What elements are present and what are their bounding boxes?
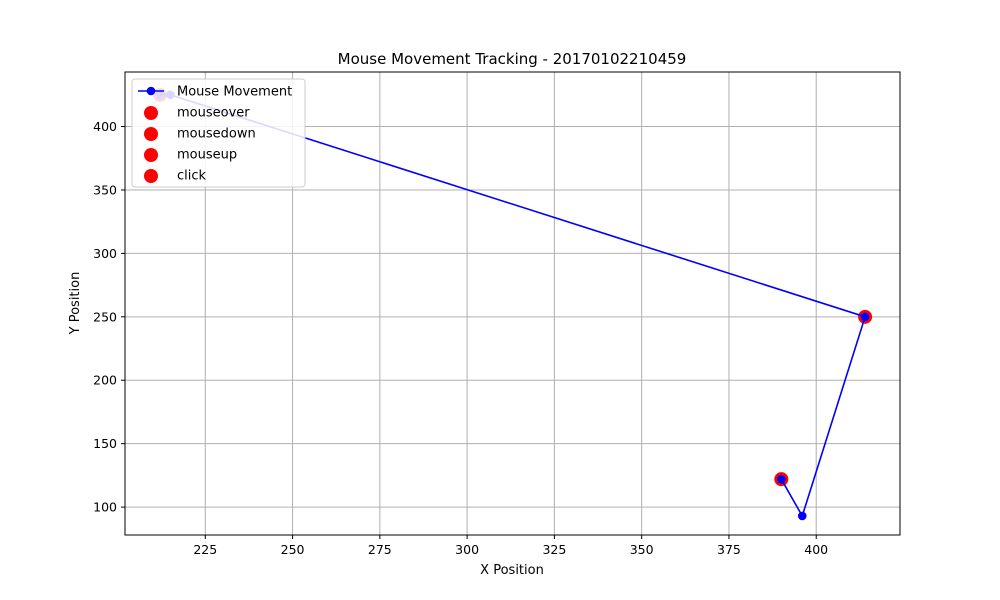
chart-title: Mouse Movement Tracking - 20170102210459: [338, 50, 687, 68]
legend-point-swatch: [146, 86, 156, 96]
mouse-movement-point: [860, 312, 870, 322]
y-tick-label: 400: [93, 119, 117, 134]
y-tick-label: 100: [93, 500, 117, 515]
legend-label-mouseup: mouseup: [177, 148, 237, 163]
x-tick-label: 400: [804, 542, 828, 557]
mouse-movement-point: [777, 474, 786, 484]
legend: Mouse Movement mouseover mousedown mouseup c…: [131, 78, 306, 188]
mouse-movement-point: [797, 511, 807, 521]
x-axis-label: X Position: [480, 563, 544, 578]
x-tick-label: 300: [455, 542, 479, 557]
legend-label-click: click: [177, 169, 207, 184]
x-tick-label: 375: [717, 542, 741, 557]
y-tick-label: 300: [93, 246, 117, 261]
legend-label-mousedown: mousedown: [177, 127, 256, 142]
y-axis-label: Y Position: [68, 272, 83, 336]
x-tick-label: 250: [281, 542, 305, 557]
legend-marker-swatch: [144, 148, 158, 162]
y-tick-label: 150: [93, 436, 117, 451]
y-tick-label: 200: [93, 373, 117, 388]
x-tick-label: 350: [630, 542, 654, 557]
x-axis-ticks: 225 250 275 300 325 350 375 400: [193, 535, 828, 557]
legend-marker-swatch: [144, 106, 158, 120]
plot-frame: [124, 71, 901, 536]
x-tick-label: 275: [368, 542, 392, 557]
legend-marker-swatch: [144, 169, 158, 183]
x-tick-label: 325: [542, 542, 566, 557]
legend-label-mouse-movement: Mouse Movement: [177, 85, 292, 100]
y-tick-label: 350: [93, 182, 117, 197]
x-tick-label: 225: [193, 542, 217, 557]
legend-label-mouseover: mouseover: [177, 106, 250, 121]
legend-marker-swatch: [144, 127, 158, 141]
y-axis-ticks: 100 150 200 250 300 350 400: [93, 119, 125, 515]
y-tick-label: 250: [93, 309, 117, 324]
legend-box: [131, 78, 306, 188]
grid: [125, 72, 900, 535]
